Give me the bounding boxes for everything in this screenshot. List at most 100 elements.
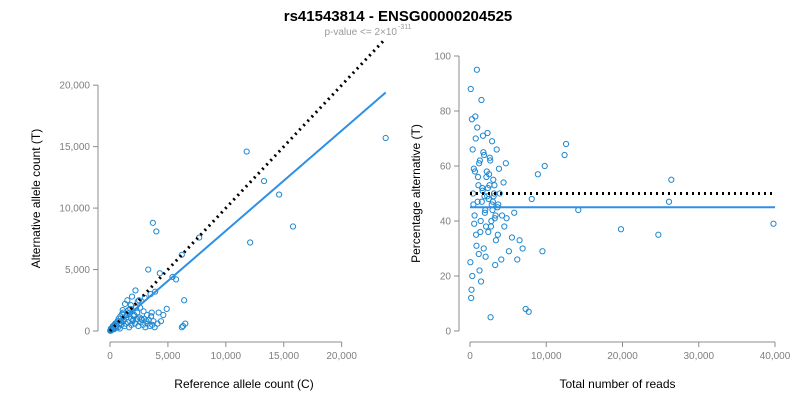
data-point [472, 135, 479, 142]
data-point [491, 182, 498, 189]
data-point [475, 182, 482, 189]
y-tick-label: 80 [440, 107, 452, 118]
data-point [474, 173, 482, 181]
data-point [498, 256, 505, 263]
data-point [492, 261, 499, 269]
data-point [107, 327, 114, 334]
data-point [468, 294, 475, 302]
data-point [486, 182, 493, 189]
data-point [480, 149, 487, 156]
y-tick-label: 10,000 [59, 204, 90, 215]
data-point [276, 191, 283, 198]
data-point [116, 325, 123, 332]
data-point [153, 228, 160, 235]
data-point [476, 160, 483, 167]
data-point [514, 256, 521, 263]
data-point [134, 298, 141, 305]
y-axis-label: Alternative allele count (T) [29, 129, 43, 268]
data-point [492, 237, 500, 244]
data-point [481, 151, 488, 159]
x-tick-label: 0 [467, 351, 473, 362]
data-point [471, 220, 478, 227]
p-value-exponent: -311 [398, 24, 412, 31]
x-axis-label: Reference allele count (C) [174, 377, 313, 391]
data-point [511, 209, 518, 216]
x-tick-label: 5,000 [155, 351, 180, 362]
data-point [528, 195, 535, 203]
data-point [471, 212, 478, 219]
data-point [478, 96, 485, 104]
data-point [490, 190, 498, 197]
data-point [668, 176, 675, 183]
data-point [148, 313, 155, 320]
data-point [122, 320, 129, 327]
data-point [503, 215, 510, 222]
data-point [655, 231, 662, 238]
data-point [491, 215, 498, 222]
data-point [487, 223, 495, 230]
data-point [516, 237, 523, 244]
y-axis-label: Percentage alternative (T) [409, 124, 423, 263]
data-point [181, 297, 188, 304]
data-point [155, 309, 162, 316]
data-point [495, 165, 503, 172]
data-point [470, 165, 477, 172]
data-point [561, 151, 568, 159]
x-tick-label: 20,000 [607, 351, 638, 362]
data-point [508, 234, 516, 241]
data-point [617, 226, 625, 233]
data-point [145, 266, 152, 273]
left-scatter-panel: 0 5,000 10,000 15,000 20,000 0 5,000 10,000 15,0… [29, 37, 389, 391]
data-point [488, 217, 495, 225]
data-point [481, 209, 488, 216]
data-point [156, 270, 163, 277]
data-point [475, 250, 482, 258]
x-tick-label: 40,000 [760, 351, 791, 362]
data-point [469, 146, 476, 153]
data-point [473, 66, 480, 73]
data-point [471, 168, 479, 175]
data-point [482, 253, 489, 260]
data-point [522, 305, 529, 313]
data-point [487, 314, 494, 321]
right-scatter-panel: 0 20 40 60 80 100 0 10,000 20,000 30,000 40,000 Tot… [409, 52, 791, 392]
data-point [128, 293, 136, 300]
data-point [157, 318, 165, 325]
data-point [480, 245, 487, 252]
data-point [482, 223, 490, 230]
data-point [501, 223, 508, 230]
data-point [260, 177, 268, 185]
p-value-subtitle: p-value <= 2×10 [324, 27, 397, 38]
x-tick-label: 30,000 [683, 351, 714, 362]
data-point [539, 248, 546, 255]
data-point [481, 193, 488, 200]
data-point [152, 288, 159, 295]
x-axis-label: Total number of reads [559, 377, 675, 391]
data-point [665, 198, 673, 205]
data-point [119, 307, 126, 314]
data-point [179, 322, 187, 330]
y-tick-label: 40 [440, 217, 452, 228]
y-tick-label: 100 [434, 52, 451, 63]
data-point [498, 212, 506, 219]
data-point [148, 309, 155, 316]
data-point [479, 132, 487, 139]
data-point [467, 259, 474, 266]
data-point [247, 239, 254, 246]
y-tick-label: 15,000 [59, 142, 90, 153]
data-point [476, 157, 484, 164]
data-point [467, 85, 474, 93]
data-point [160, 311, 167, 319]
y-tick-label: 0 [84, 327, 90, 338]
data-point [492, 212, 499, 219]
reference-line [108, 37, 387, 333]
data-point [132, 287, 139, 294]
y-tick-label: 5,000 [65, 265, 90, 276]
data-point [486, 154, 493, 161]
figure-title: rs41543814 - ENSG00000204525 [284, 8, 513, 25]
data-point [121, 300, 129, 308]
data-point [135, 297, 143, 304]
x-tick-label: 20,000 [326, 351, 357, 362]
data-point [473, 231, 480, 238]
